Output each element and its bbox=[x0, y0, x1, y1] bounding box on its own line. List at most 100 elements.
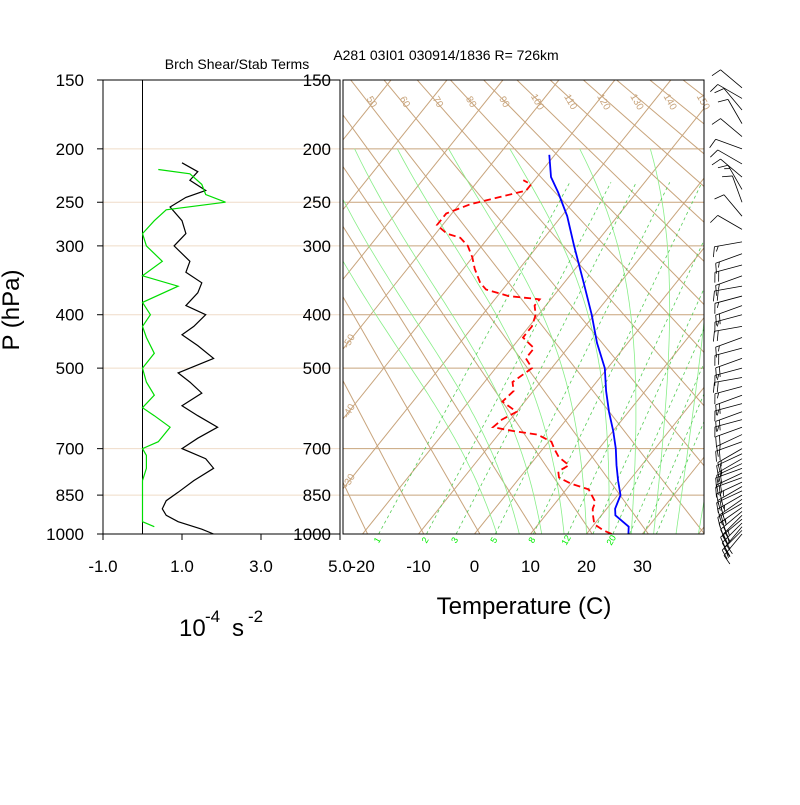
left-y-tick-label: 850 bbox=[56, 486, 84, 505]
wind-barb-flag bbox=[716, 421, 717, 431]
skewt-dry-adiabat bbox=[126, 27, 373, 546]
wind-barb-staff bbox=[716, 254, 742, 264]
wind-barb-staff bbox=[716, 395, 742, 405]
wind-barb bbox=[712, 119, 742, 137]
wind-barb-flag bbox=[718, 99, 728, 102]
skewt-mixing-ratio-line bbox=[495, 182, 669, 534]
skewt-x-tick-label: 30 bbox=[633, 557, 652, 576]
wind-barb-staff bbox=[728, 99, 742, 123]
skewt-isotherm bbox=[0, 80, 279, 534]
skewt-x-tick-label: -10 bbox=[406, 557, 431, 576]
skewt-isotherm bbox=[586, 80, 800, 534]
wind-barb bbox=[713, 286, 742, 301]
mixing-ratio-bottom-label: 3 bbox=[449, 535, 460, 544]
wind-barb-staff bbox=[715, 420, 742, 427]
skewt-isotherm bbox=[754, 80, 800, 534]
skewt-mixing-ratio-line bbox=[568, 182, 731, 534]
wind-barb-staff bbox=[715, 387, 742, 394]
skewt-moist-adiabat bbox=[698, 149, 761, 534]
wind-barb-flag bbox=[717, 290, 718, 300]
skewt-dewpoint-line bbox=[437, 180, 612, 534]
wind-barb-flag bbox=[716, 437, 717, 447]
wind-barb-staff bbox=[718, 84, 742, 98]
left-x-tick-label: 5.0 bbox=[328, 557, 352, 576]
wind-barb-flag bbox=[713, 291, 714, 301]
wind-barb-flag bbox=[717, 426, 718, 432]
wind-barb-flag bbox=[717, 466, 719, 476]
dry-adiabat-label: 140 bbox=[661, 92, 679, 112]
dry-adiabat-label: 110 bbox=[561, 93, 579, 113]
wind-barb-staff bbox=[718, 150, 742, 164]
wind-barbs bbox=[710, 70, 742, 564]
wind-barb bbox=[715, 195, 742, 216]
mixing-ratio-bottom-label: 1 bbox=[372, 535, 383, 544]
wind-barb-staff bbox=[732, 176, 742, 202]
skewt-y-tick-label: 1000 bbox=[293, 525, 331, 544]
skewt-mixing-ratio-line bbox=[630, 182, 783, 534]
wind-barb-staff bbox=[714, 378, 742, 383]
left-x-axis-label: 10 -4 s -2 bbox=[179, 607, 263, 642]
wind-barb-flag bbox=[716, 246, 718, 251]
wind-barb-flag bbox=[710, 150, 717, 157]
left-series-line-1 bbox=[143, 170, 226, 527]
wind-barb bbox=[716, 395, 742, 415]
skewt-y-tick-label: 700 bbox=[303, 440, 331, 459]
dry-adiabat-label: 100 bbox=[528, 92, 546, 112]
wind-barb-staff bbox=[716, 276, 742, 286]
skewt-y-tick-label: 500 bbox=[303, 359, 331, 378]
wind-barb-staff bbox=[715, 315, 742, 322]
wind-barb-flag bbox=[717, 446, 719, 456]
skewt-isotherm bbox=[530, 80, 800, 534]
wind-barb-flag bbox=[719, 314, 720, 324]
skewt-dry-adiabat bbox=[767, 27, 800, 546]
left-x-tick-label: 1.0 bbox=[170, 557, 194, 576]
wind-barb-staff bbox=[718, 215, 742, 229]
skewt-dry-adiabat bbox=[218, 27, 544, 546]
dry-adiabat-label: 60 bbox=[397, 95, 412, 111]
skewt-y-tick-label: 400 bbox=[303, 306, 331, 325]
wind-barb-flag bbox=[713, 247, 714, 257]
mixing-ratio-bottom-label: 12 bbox=[559, 533, 573, 547]
skewt-dry-adiabat bbox=[737, 27, 800, 546]
x-label-unit: s bbox=[232, 615, 244, 642]
wind-barb bbox=[716, 276, 742, 296]
wind-barb-flag bbox=[712, 70, 721, 76]
skewt-panel-frame bbox=[343, 80, 704, 534]
wind-barb-flag bbox=[719, 367, 720, 377]
skewt-isotherm bbox=[195, 80, 559, 534]
skewt-dry-adiabat bbox=[248, 27, 600, 546]
skewt-y-tick-label: 300 bbox=[303, 237, 331, 256]
left-y-tick-label: 200 bbox=[56, 140, 84, 159]
x-label-unit-exponent: -2 bbox=[248, 607, 263, 626]
skewt-isotherm bbox=[83, 80, 447, 534]
wind-barb-flag bbox=[717, 503, 719, 513]
dry-adiabat-label: 130 bbox=[627, 92, 645, 112]
wind-barb-flag bbox=[710, 139, 716, 147]
left-y-tick-label: 500 bbox=[56, 359, 84, 378]
wind-barb bbox=[718, 99, 742, 123]
wind-barb bbox=[713, 242, 742, 257]
skewt-dry-adiabat bbox=[431, 27, 800, 546]
dry-adiabat-label: 150 bbox=[694, 92, 712, 112]
wind-barb-staff bbox=[715, 404, 742, 411]
wind-barb-flag bbox=[718, 346, 719, 352]
wind-barb bbox=[722, 530, 742, 559]
left-y-tick-label: 300 bbox=[56, 237, 84, 256]
wind-barb-flag bbox=[717, 393, 718, 399]
skewt-mixing-ratio-line bbox=[656, 182, 800, 534]
wind-barb-flag bbox=[712, 119, 721, 125]
wind-barb-flag bbox=[716, 315, 717, 325]
mixing-ratio-bottom-label: 5 bbox=[488, 535, 499, 544]
wind-barb-flag bbox=[716, 487, 717, 497]
wind-barb-flag bbox=[716, 347, 717, 357]
skewt-mixing-ratio-line bbox=[379, 182, 570, 534]
skewt-isotherm bbox=[698, 80, 800, 534]
dry-adiabat-label: 50 bbox=[364, 95, 379, 111]
wind-barb-staff bbox=[714, 326, 742, 331]
skewt-y-tick-label: 250 bbox=[303, 193, 331, 212]
